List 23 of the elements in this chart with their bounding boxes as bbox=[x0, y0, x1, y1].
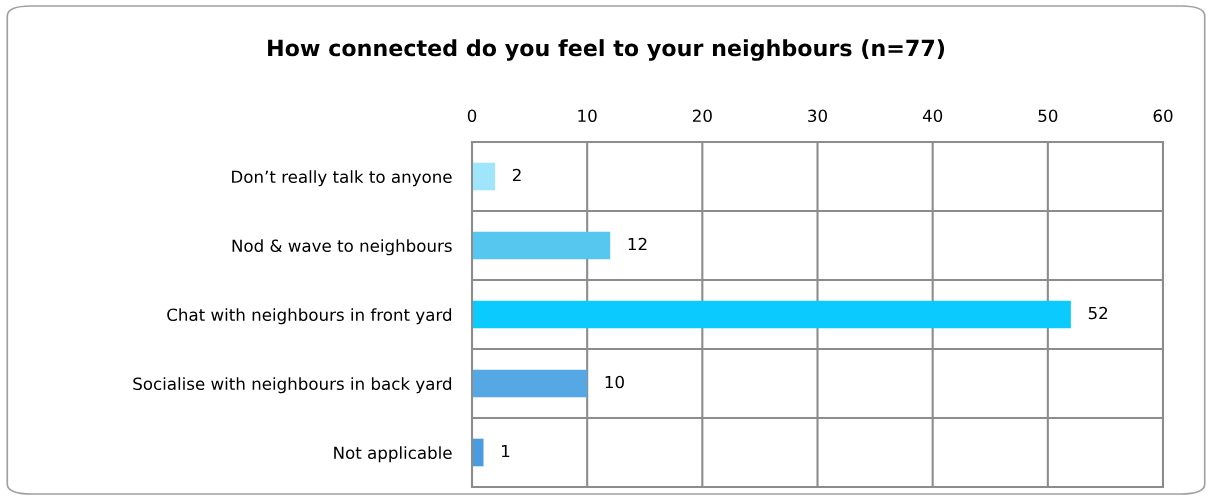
x-tick-label: 10 bbox=[578, 109, 597, 123]
x-tick-label: 20 bbox=[692, 109, 712, 123]
bar bbox=[472, 300, 1071, 329]
y-tick-label: Nod & wave to neighbours bbox=[232, 239, 452, 256]
data-label: 1 bbox=[502, 444, 510, 458]
chart-title: How connected do you feel to your neighbours (n=77) bbox=[268, 39, 945, 61]
bar bbox=[472, 231, 611, 260]
data-label: 10 bbox=[605, 375, 624, 389]
x-tick-label: 60 bbox=[1153, 109, 1173, 123]
data-label: 52 bbox=[1088, 306, 1108, 320]
x-tick-label: 40 bbox=[922, 109, 943, 123]
y-tick-label: Socialise with neighbours in back yard bbox=[133, 377, 452, 394]
x-tick-label: 0 bbox=[467, 109, 477, 123]
y-tick-label: Not applicable bbox=[334, 446, 452, 463]
data-label: 12 bbox=[628, 237, 647, 251]
y-tick-label: Chat with neighbours in front yard bbox=[167, 308, 452, 325]
y-tick-label: Don’t really talk to anyone bbox=[232, 170, 452, 187]
x-tick-label: 50 bbox=[1038, 109, 1058, 123]
bar bbox=[472, 162, 496, 191]
bar bbox=[472, 369, 588, 398]
data-label: 2 bbox=[512, 168, 521, 182]
x-tick-label: 30 bbox=[808, 109, 827, 123]
bar bbox=[472, 438, 484, 467]
